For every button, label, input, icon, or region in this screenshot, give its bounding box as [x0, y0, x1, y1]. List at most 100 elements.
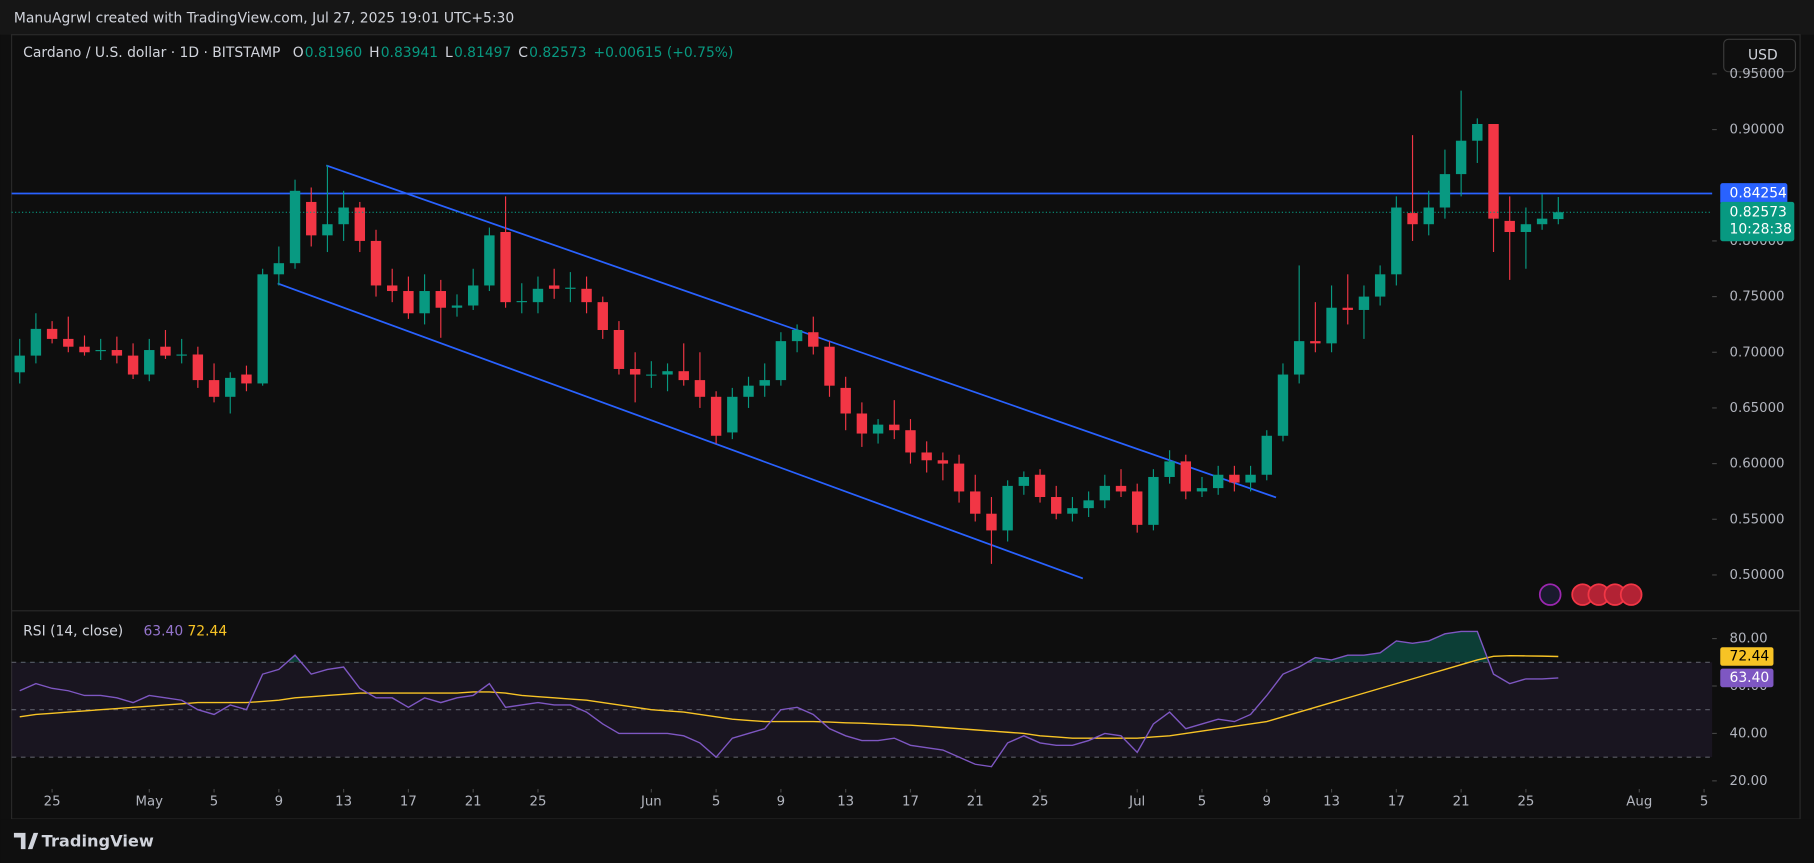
candle-body	[144, 350, 155, 375]
candle-body	[500, 232, 511, 303]
candle-body	[597, 302, 608, 330]
event-icon[interactable]	[1619, 583, 1643, 606]
candle-body	[63, 338, 74, 347]
candle-body	[840, 387, 851, 414]
rsi-title: RSI (14, close)	[23, 624, 123, 640]
candle-body	[548, 285, 560, 289]
ohlc-value: 0.81960	[305, 45, 362, 61]
candle-body	[176, 354, 187, 356]
candle-body	[1132, 491, 1143, 525]
candle-body	[1472, 124, 1483, 141]
candle-body	[1520, 224, 1532, 233]
candle-body	[1083, 500, 1094, 509]
event-icons	[1538, 583, 1643, 606]
candle-body	[532, 288, 544, 303]
ohlc-value: 0.82573	[529, 45, 586, 61]
candle-body	[257, 274, 268, 384]
candle-body	[403, 291, 414, 314]
last-price-tag	[1720, 201, 1795, 242]
currency[interactable]: USD	[1748, 48, 1778, 64]
x-tick-label: 9	[1263, 795, 1271, 810]
last-price-label: 0.82573	[1730, 204, 1787, 220]
x-tick-label: Jul	[1128, 795, 1145, 810]
candle-body	[1099, 485, 1111, 501]
candle-body	[484, 235, 495, 286]
candle-body	[775, 341, 787, 381]
brand: TradingView	[42, 832, 154, 851]
candle-body	[95, 350, 106, 352]
y-tick-label: 0.95000	[1730, 67, 1785, 82]
candle-body	[451, 305, 463, 308]
candle-body	[1374, 274, 1386, 297]
candle-body	[1034, 474, 1046, 498]
x-tick-label: 9	[275, 795, 283, 810]
currency-button[interactable]	[1723, 38, 1797, 73]
candle-body	[791, 329, 803, 342]
credit: ManuAgrwl created with TradingView.com, …	[14, 11, 514, 27]
candle-body	[710, 396, 722, 436]
ohlc-label: L	[445, 45, 453, 61]
candle-body	[986, 513, 997, 531]
x-tick-label: 25	[1032, 795, 1049, 810]
candle-body	[1407, 213, 1418, 225]
candle-body	[1115, 485, 1127, 492]
event-icon[interactable]	[1538, 583, 1562, 606]
candle-body	[613, 329, 625, 369]
candle-body	[370, 240, 382, 286]
candle-body	[1455, 140, 1467, 175]
chart-frame	[11, 34, 1801, 820]
candle-body	[46, 328, 58, 339]
candle-body	[1439, 174, 1451, 208]
candle-body	[338, 207, 349, 225]
rsi-value-label: 63.40	[1730, 670, 1770, 686]
candle-body	[824, 346, 835, 386]
candle-body	[743, 385, 754, 397]
candle-body	[127, 355, 139, 375]
candle-body	[225, 377, 236, 397]
top-bar	[0, 0, 1814, 35]
x-tick-label: 25	[44, 795, 61, 810]
candle-body	[1326, 307, 1337, 344]
candle-body	[872, 424, 884, 434]
candle-body	[1310, 341, 1321, 344]
x-tick-label: 5	[1198, 795, 1206, 810]
candle-body	[1261, 435, 1272, 475]
candle-body	[905, 430, 916, 453]
candle-body	[1358, 296, 1370, 310]
x-tick-label: 25	[1517, 795, 1534, 810]
candle-body	[1504, 220, 1515, 233]
candle-body	[1180, 461, 1192, 492]
candle-body	[322, 224, 333, 236]
ohlc-label: H	[369, 45, 379, 61]
x-tick-label: 21	[465, 795, 482, 810]
y-tick-label: 0.65000	[1730, 401, 1785, 416]
candle-body	[467, 285, 479, 306]
candle-body	[759, 380, 770, 386]
candle-body	[14, 355, 25, 373]
candle-body	[1342, 307, 1353, 310]
candle-body	[1164, 461, 1175, 477]
candle-body	[921, 452, 932, 461]
candle-body	[1018, 476, 1030, 486]
candle-body	[1051, 497, 1062, 514]
candle-body	[694, 380, 706, 397]
candle-body	[208, 380, 220, 397]
x-tick-label: 13	[335, 795, 352, 810]
change: +0.00615 (+0.75%)	[593, 45, 733, 61]
candle-body	[111, 350, 123, 356]
candle-body	[387, 285, 398, 292]
candles	[14, 90, 1564, 564]
candle-body	[629, 368, 641, 375]
candle-body	[273, 263, 285, 275]
candle-body	[160, 346, 171, 356]
candle-body	[889, 424, 900, 431]
candle-body	[662, 371, 673, 375]
x-tick-label: Jun	[640, 795, 662, 810]
candle-body	[1067, 508, 1078, 514]
candle-body	[1391, 207, 1402, 275]
y-tick-label: 0.75000	[1730, 290, 1785, 305]
candle-body	[1212, 474, 1224, 489]
x-tick-label: 5	[712, 795, 720, 810]
candle-body	[435, 291, 447, 308]
y-tick-label: 0.70000	[1730, 345, 1785, 360]
